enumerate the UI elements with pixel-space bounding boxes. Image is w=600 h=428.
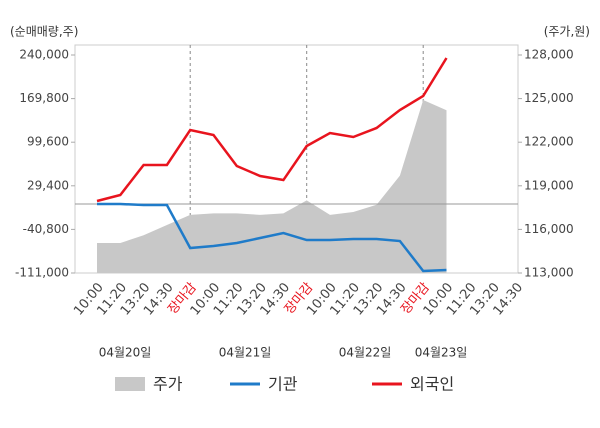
series-line [97,202,447,273]
series-line [96,57,448,203]
y2-tick-label: 116,000 [524,222,574,236]
legend-label: 주가 [153,375,183,394]
date-label: 04월21일 [219,346,272,360]
y2-tick-label: 113,000 [524,266,574,280]
legend-item: 주가 [115,375,183,394]
legend-label: 기관 [268,375,298,394]
legend-item: 외국인 [372,375,454,394]
legend-label: 외국인 [410,375,454,394]
price-area [97,100,447,273]
y2-tick-label: 122,000 [524,135,574,149]
y-tick-label: 240,000 [19,48,69,62]
date-label: 04월23일 [415,346,468,360]
date-label: 04월20일 [99,346,152,360]
legend-item: 기관 [230,375,298,394]
y-tick-label: -40,800 [23,222,69,236]
date-label: 04월22일 [339,346,392,360]
y2-tick-label: 125,000 [524,91,574,105]
y-tick-label: 99,600 [27,135,69,149]
y-tick-label: -111,000 [15,266,69,280]
y2-tick-label: 128,000 [524,48,574,62]
y-tick-label: 29,400 [27,178,69,192]
legend-swatch [115,377,145,391]
y2-axis-label: (주가,원) [544,25,590,39]
y2-tick-label: 119,000 [524,178,574,192]
y-axis-label: (순매매량,주) [10,25,78,39]
y-tick-label: 169,800 [19,91,69,105]
